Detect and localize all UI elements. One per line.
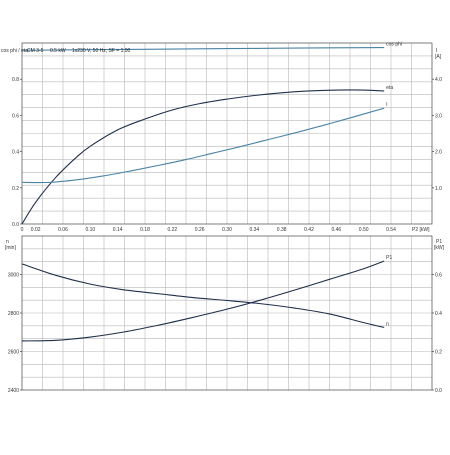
y-tick-label-right: 0.6 [435,273,442,279]
y-tick-label-right: 4.0 [435,77,442,83]
series-I [21,107,385,184]
series-label-cos-phi: cos phi [386,42,402,48]
x-tick-label: 0.18 [140,227,150,233]
x-tick-label: 0.50 [359,227,369,233]
bottom-left-axis-unit: [min] [5,245,16,251]
y-tick-label-left: 2400 [8,388,19,394]
header-supply: 1x230 V, 50 Hz, SF = 1.00 [72,48,131,54]
top-right-axis-label: I [436,48,437,54]
series-label-eta: eta [386,85,393,91]
series-P1 [21,260,385,342]
y-tick-label-right: 0.0 [435,388,442,394]
top-x-axis-label: P2 [kW] [412,227,430,233]
label-layer: CM 3-5 0.5 kW 1x230 V, 50 Hz, SF = 1.00 … [1,42,445,394]
header-model: CM 3-5 [27,48,44,54]
bottom-right-axis-label: P1 [436,239,442,245]
y-tick-label-right: 2.0 [435,150,442,156]
x-tick-label: 0.30 [222,227,232,233]
y-tick-label-right: 1.0 [435,186,442,192]
x-tick-label: 0.34 [249,227,259,233]
series-label-I: I [386,102,387,108]
top-right-axis-unit: [A] [435,54,442,60]
y-tick-label-left: 0.4 [12,150,19,156]
series-eta [21,89,385,225]
x-tick-label: 0 [21,227,24,233]
x-tick-label: 0.06 [58,227,68,233]
x-tick-label: 0.10 [85,227,95,233]
series-label-P1: P1 [386,255,392,261]
top-left-axis-label: cos phi / eta [1,48,28,54]
x-tick-label: 0.26 [195,227,205,233]
y-tick-label-left: 0.8 [12,77,19,83]
series-n [21,263,385,328]
y-tick-label-left: 0.2 [12,186,19,192]
bottom-right-axis-unit: [kW] [434,245,445,251]
y-tick-label-left: 2800 [8,311,19,317]
x-tick-label: 0.02 [31,227,41,233]
y-tick-label-right: 0.4 [435,311,442,317]
x-tick-label: 0.42 [304,227,314,233]
header-rating: 0.5 kW [50,48,66,54]
x-tick-label: 0.22 [167,227,177,233]
y-tick-label-right: 3.0 [435,113,442,119]
x-tick-label: 0.54 [386,227,396,233]
y-tick-label-left: 3000 [8,273,19,279]
plot-frame [21,42,433,225]
y-tick-label-right: 0.2 [435,350,442,356]
y-tick-label-left: 0.0 [12,222,19,228]
x-tick-label: 0.14 [113,227,123,233]
axis-layer [20,42,434,391]
y-tick-label-left: 2600 [8,350,19,356]
bottom-left-axis-label: n [6,239,9,245]
y-tick-label-left: 0.6 [12,113,19,119]
x-tick-label: 0.46 [331,227,341,233]
series-layer [21,46,385,342]
grid-layer [21,42,433,391]
series-cos-phi [21,46,385,51]
series-label-n: n [386,321,389,327]
x-tick-label: 0.38 [277,227,287,233]
